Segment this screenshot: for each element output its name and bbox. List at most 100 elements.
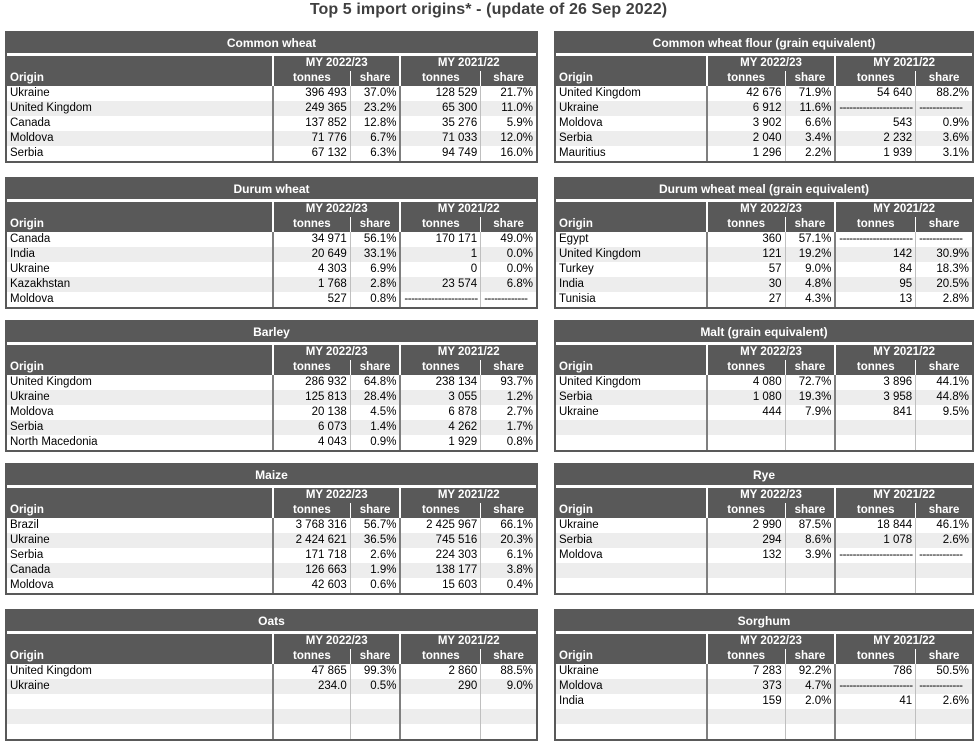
cell-origin: India — [556, 277, 707, 292]
cell-tonnes-previous — [834, 435, 916, 450]
cell-tonnes-previous: 13 — [834, 292, 916, 307]
table-row: Mauritius 1 296 2.2% 1 939 3.1% — [556, 146, 972, 161]
cell-share-current: 99.3% — [349, 664, 401, 679]
table-row: Egypt 360 57.1% ---------------------- -----… — [556, 232, 972, 247]
cell-origin: Moldova — [559, 549, 603, 561]
header-tonnes: tonnes — [399, 217, 481, 232]
cell-share-previous: 0.0% — [480, 262, 536, 277]
cell-share-previous — [480, 709, 536, 724]
header-share: share — [784, 649, 836, 664]
cell-share-previous: 93.7% — [480, 375, 536, 390]
cell-origin — [556, 578, 707, 593]
cell-tonnes-previous: 128 529 — [399, 86, 481, 101]
cell-origin: Serbia — [10, 549, 44, 561]
cell-tonnes-current — [271, 724, 351, 739]
cell-origin: Serbia — [7, 420, 273, 435]
cell-share-current: 71.9% — [784, 86, 836, 101]
cell-tonnes-current: 67 132 — [271, 146, 351, 161]
cell-share-current: 57.1% — [784, 232, 836, 247]
cell-tonnes-previous: 6 878 — [399, 405, 481, 420]
header-share: share — [915, 71, 972, 86]
cell-origin: Serbia — [556, 131, 707, 146]
header-period-current: MY 2022/23 — [271, 343, 401, 360]
cell-tonnes-current: 3 902 — [705, 116, 786, 131]
table-row: Canada 137 852 12.8% 35 276 5.9% — [7, 116, 536, 131]
cell-share-previous — [915, 724, 972, 739]
header-blank — [556, 486, 707, 503]
cell-origin — [7, 694, 273, 709]
cell-tonnes-current: 3 768 316 — [271, 518, 351, 533]
header-tonnes: tonnes — [271, 71, 351, 86]
table-row: Canada 34 971 56.1% 170 171 49.0% — [7, 232, 536, 247]
cell-origin: Ukraine — [559, 406, 599, 418]
cell-tonnes-previous: 224 303 — [399, 548, 481, 563]
cell-tonnes-current: 7 283 — [705, 664, 786, 679]
cell-tonnes-previous: 3 055 — [399, 390, 481, 405]
header-period-previous: MY 2021/22 — [834, 486, 972, 503]
cell-tonnes-previous — [834, 578, 916, 593]
cell-share-previous: 16.0% — [480, 146, 536, 161]
data-table: Common wheat MY 2022/23 MY 2021/22 Origin to… — [7, 33, 536, 161]
cell-tonnes-previous: 841 — [834, 405, 916, 420]
cell-share-previous: 88.2% — [915, 86, 972, 101]
cell-share-current: 36.5% — [349, 533, 401, 548]
header-share: share — [349, 503, 401, 518]
table-row: Serbia 6 073 1.4% 4 262 1.7% — [7, 420, 536, 435]
cell-tonnes-current: 121 — [705, 247, 786, 262]
cell-tonnes-previous: ---------------------- — [834, 548, 916, 563]
cell-tonnes-current: 373 — [705, 679, 786, 694]
cell-tonnes-current — [705, 420, 786, 435]
cell-share-current: 2.6% — [349, 548, 401, 563]
cell-share-current: 6.9% — [349, 262, 401, 277]
header-share: share — [349, 649, 401, 664]
cell-share-current — [784, 563, 836, 578]
header-share: share — [915, 360, 972, 375]
table-row: Moldova 71 776 6.7% 71 033 12.0% — [7, 131, 536, 146]
cell-tonnes-previous: 786 — [834, 664, 916, 679]
cell-share-current: 6.6% — [784, 116, 836, 131]
cell-tonnes-current — [705, 724, 786, 739]
header-origin: Origin — [556, 649, 707, 664]
table-row: United Kingdom 121 19.2% 142 30.9% — [556, 247, 972, 262]
cell-tonnes-previous: 290 — [399, 679, 481, 694]
table-row: Serbia 67 132 6.3% 94 749 16.0% — [7, 146, 536, 161]
cell-tonnes-previous: 1 939 — [834, 146, 916, 161]
cell-tonnes-previous: ---------------------- — [399, 292, 481, 307]
cell-share-current: 56.7% — [349, 518, 401, 533]
header-origin: Origin — [7, 360, 273, 375]
cell-share-previous — [915, 420, 972, 435]
data-table: Rye MY 2022/23 MY 2021/22 Origin tonnes share… — [556, 465, 972, 593]
cell-tonnes-current — [271, 709, 351, 724]
table-row: Brazil 3 768 316 56.7% 2 425 967 66.1% — [7, 518, 536, 533]
cell-tonnes-previous: 238 134 — [399, 375, 481, 390]
cell-share-previous: 2.7% — [480, 405, 536, 420]
table-row: India 30 4.8% 95 20.5% — [556, 277, 972, 292]
cell-origin: United Kingdom — [10, 376, 92, 388]
cell-tonnes-current: 47 865 — [271, 664, 351, 679]
header-share: share — [480, 71, 536, 86]
table-row — [7, 694, 536, 709]
header-origin: Origin — [556, 217, 707, 232]
data-table: Maize MY 2022/23 MY 2021/22 Origin tonnes sha… — [7, 465, 536, 593]
cell-tonnes-previous: 4 262 — [399, 420, 481, 435]
cell-tonnes-current: 1 768 — [271, 277, 351, 292]
cell-origin: Turkey — [559, 263, 594, 275]
table-row: Kazakhstan 1 768 2.8% 23 574 6.8% — [7, 277, 536, 292]
cell-share-current: 12.8% — [349, 116, 401, 131]
cell-origin: United Kingdom — [10, 665, 92, 677]
header-period-current: MY 2022/23 — [271, 54, 401, 71]
cell-share-previous: 9.5% — [915, 405, 972, 420]
header-tonnes: tonnes — [271, 503, 351, 518]
header-share: share — [480, 217, 536, 232]
cell-share-previous: 30.9% — [915, 247, 972, 262]
table-row — [556, 724, 972, 739]
table-row — [556, 420, 972, 435]
cell-share-current: 1.9% — [349, 563, 401, 578]
cell-origin: Moldova — [10, 579, 54, 591]
cell-share-previous: 0.9% — [915, 116, 972, 131]
header-tonnes: tonnes — [271, 649, 351, 664]
cell-share-previous: 0.8% — [480, 435, 536, 450]
cell-share-current — [784, 420, 836, 435]
cell-tonnes-previous: 170 171 — [399, 232, 481, 247]
cell-share-previous: 21.7% — [480, 86, 536, 101]
